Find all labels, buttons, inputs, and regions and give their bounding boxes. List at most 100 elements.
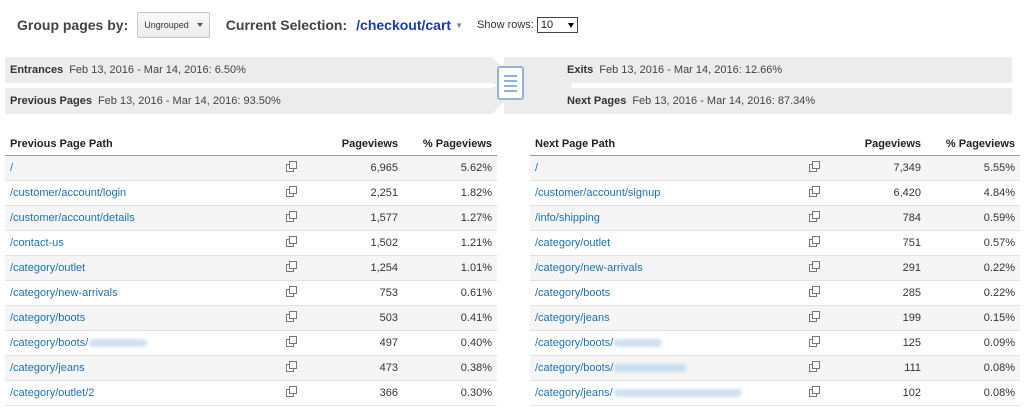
- icon-cell: [281, 255, 311, 281]
- pct-pageviews-cell: 0.08%: [926, 380, 1020, 406]
- table-row: /category/jeans 473 0.38%: [5, 355, 497, 381]
- pct-pageviews-cell: 0.30%: [403, 380, 497, 406]
- page-path-link[interactable]: /category/new-arrivals: [10, 286, 118, 299]
- pageviews-cell: 751: [834, 230, 926, 256]
- next-pages-table: Next Page Path Pageviews % Pageviews / 7,…: [530, 134, 1020, 406]
- page-path-link[interactable]: /category/outlet/2: [10, 386, 95, 399]
- table-row: /category/outlet 751 0.57%: [530, 230, 1020, 256]
- path-cell: /customer/account/details: [5, 205, 281, 231]
- pageviews-cell: 753: [311, 280, 403, 306]
- path-cell: /customer/account/login: [5, 180, 281, 206]
- pageviews-header[interactable]: Pageviews: [834, 134, 926, 156]
- open-page-icon[interactable]: [286, 311, 297, 322]
- selection-chevron-down-icon[interactable]: ▼: [455, 20, 463, 30]
- icon-cell: [281, 180, 311, 206]
- pct-pageviews-header[interactable]: % Pageviews: [403, 134, 497, 156]
- icon-cell: [804, 305, 834, 331]
- pct-pageviews-cell: 0.22%: [926, 280, 1020, 306]
- open-page-icon[interactable]: [809, 236, 820, 247]
- page-path-link[interactable]: /: [10, 161, 14, 174]
- open-page-icon[interactable]: [286, 386, 297, 397]
- pct-pageviews-header[interactable]: % Pageviews: [926, 134, 1020, 156]
- group-pages-dropdown[interactable]: Ungrouped: [137, 12, 210, 38]
- path-cell: /category/jeans: [5, 355, 281, 381]
- page-path-link[interactable]: /category/boots/: [535, 361, 614, 374]
- open-page-icon[interactable]: [286, 186, 297, 197]
- open-page-icon[interactable]: [809, 211, 820, 222]
- path-cell: /category/outlet: [530, 230, 804, 256]
- open-page-icon[interactable]: [809, 386, 820, 397]
- path-cell: /: [5, 155, 281, 181]
- icon-cell: [281, 280, 311, 306]
- pageviews-header[interactable]: Pageviews: [311, 134, 403, 156]
- page-path-link[interactable]: /category/boots: [535, 286, 611, 299]
- pct-pageviews-cell: 0.61%: [403, 280, 497, 306]
- icon-cell: [804, 330, 834, 356]
- current-selection-link[interactable]: /checkout/cart: [356, 17, 452, 33]
- page-path-link[interactable]: /category/jeans: [535, 311, 610, 324]
- pageviews-cell: 497: [311, 330, 403, 356]
- pct-pageviews-cell: 1.01%: [403, 255, 497, 281]
- next-path-header[interactable]: Next Page Path: [530, 134, 804, 156]
- pageviews-cell: 1,502: [311, 230, 403, 256]
- redacted-path-segment: [89, 338, 148, 347]
- page-document-icon: [497, 66, 524, 100]
- path-cell: /customer/account/signup: [530, 180, 804, 206]
- page-path-link[interactable]: /category/jeans/: [535, 386, 613, 399]
- open-page-icon[interactable]: [809, 361, 820, 372]
- page-path-link[interactable]: /category/boots/: [10, 336, 89, 349]
- table-row: /contact-us 1,502 1.21%: [5, 230, 497, 256]
- table-row: /category/jeans 199 0.15%: [530, 305, 1020, 331]
- open-page-icon[interactable]: [286, 236, 297, 247]
- open-page-icon[interactable]: [286, 361, 297, 372]
- pct-pageviews-cell: 0.57%: [926, 230, 1020, 256]
- open-page-icon[interactable]: [286, 261, 297, 272]
- table-row: /customer/account/login 2,251 1.82%: [5, 180, 497, 206]
- open-page-icon[interactable]: [809, 311, 820, 322]
- pageviews-cell: 111: [834, 355, 926, 381]
- page-path-link[interactable]: /info/shipping: [535, 211, 600, 224]
- toolbar: Group pages by: Ungrouped Current Select…: [17, 10, 1007, 40]
- page-path-link[interactable]: /category/boots: [10, 311, 86, 324]
- open-page-icon[interactable]: [286, 336, 297, 347]
- page-path-link[interactable]: /category/outlet: [10, 261, 86, 274]
- open-page-icon[interactable]: [809, 186, 820, 197]
- open-page-icon[interactable]: [809, 161, 820, 172]
- table-row: /category/jeans/102 0.08%: [530, 380, 1020, 406]
- page-path-link[interactable]: /: [535, 161, 539, 174]
- open-page-icon[interactable]: [809, 286, 820, 297]
- page-path-link[interactable]: /customer/account/signup: [535, 186, 661, 199]
- pct-pageviews-cell: 4.84%: [926, 180, 1020, 206]
- page-path-link[interactable]: /customer/account/login: [10, 186, 127, 199]
- page-path-link[interactable]: /category/outlet: [535, 236, 611, 249]
- pageviews-cell: 285: [834, 280, 926, 306]
- pct-pageviews-cell: 0.41%: [403, 305, 497, 331]
- previous-pages-label: Previous Pages: [10, 95, 92, 107]
- show-rows-select[interactable]: 10: [536, 17, 578, 33]
- table-header-row: Next Page Path Pageviews % Pageviews: [530, 134, 1020, 156]
- path-cell: /contact-us: [5, 230, 281, 256]
- page-path-link[interactable]: /category/new-arrivals: [535, 261, 643, 274]
- open-page-icon[interactable]: [809, 336, 820, 347]
- table-row: /category/boots 285 0.22%: [530, 280, 1020, 306]
- icon-cell: [804, 355, 834, 381]
- open-page-icon[interactable]: [809, 261, 820, 272]
- icon-header: [281, 134, 311, 156]
- open-page-icon[interactable]: [286, 211, 297, 222]
- path-cell: /category/new-arrivals: [5, 280, 281, 306]
- pct-pageviews-cell: 0.38%: [403, 355, 497, 381]
- pageviews-cell: 1,254: [311, 255, 403, 281]
- entrances-bar: Entrances Feb 13, 2016 - Mar 14, 2016: 6…: [5, 57, 465, 83]
- previous-path-header[interactable]: Previous Page Path: [5, 134, 281, 156]
- page-path-link[interactable]: /customer/account/details: [10, 211, 135, 224]
- pageviews-cell: 366: [311, 380, 403, 406]
- previous-pages-table: Previous Page Path Pageviews % Pageviews…: [5, 134, 497, 406]
- open-page-icon[interactable]: [286, 161, 297, 172]
- open-page-icon[interactable]: [286, 286, 297, 297]
- icon-cell: [281, 330, 311, 356]
- icon-cell: [804, 280, 834, 306]
- page-path-link[interactable]: /category/boots/: [535, 336, 614, 349]
- page-path-link[interactable]: /contact-us: [10, 236, 64, 249]
- pageviews-cell: 7,349: [834, 155, 926, 181]
- page-path-link[interactable]: /category/jeans: [10, 361, 85, 374]
